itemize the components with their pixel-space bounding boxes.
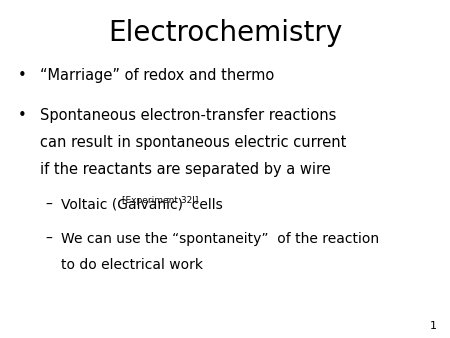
Text: We can use the “spontaneity”  of the reaction: We can use the “spontaneity” of the reac… (61, 232, 379, 245)
Text: –: – (45, 232, 52, 245)
Text: [Experiment 32I]: [Experiment 32I] (122, 196, 198, 205)
Text: •: • (18, 68, 27, 82)
Text: Spontaneous electron-transfer reactions: Spontaneous electron-transfer reactions (40, 108, 337, 123)
Text: Electrochemistry: Electrochemistry (108, 19, 342, 47)
Text: if the reactants are separated by a wire: if the reactants are separated by a wire (40, 162, 331, 177)
Text: to do electrical work: to do electrical work (61, 258, 203, 272)
Text: “Marriage” of redox and thermo: “Marriage” of redox and thermo (40, 68, 275, 82)
Text: –: – (45, 198, 52, 212)
Text: •: • (18, 108, 27, 123)
Text: 1: 1 (429, 321, 436, 331)
Text: Voltaic (Galvanic)  cells: Voltaic (Galvanic) cells (61, 198, 227, 212)
Text: can result in spontaneous electric current: can result in spontaneous electric curre… (40, 135, 347, 150)
